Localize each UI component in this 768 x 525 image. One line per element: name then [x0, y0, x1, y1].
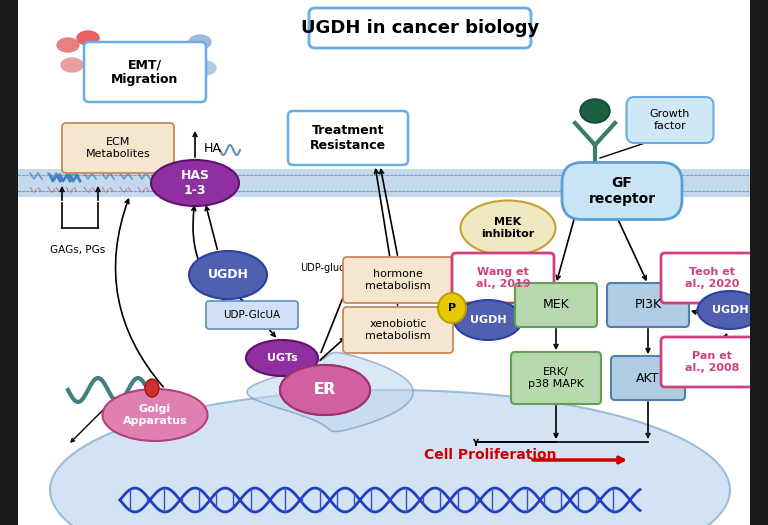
Text: UGDH in cancer biology: UGDH in cancer biology — [301, 19, 539, 37]
Bar — [18, 169, 750, 197]
FancyBboxPatch shape — [84, 42, 206, 102]
Text: EMT/
Migration: EMT/ Migration — [111, 58, 179, 86]
FancyBboxPatch shape — [611, 356, 685, 400]
FancyBboxPatch shape — [343, 307, 453, 353]
FancyBboxPatch shape — [515, 283, 597, 327]
Bar — [0, 0, 18, 525]
FancyBboxPatch shape — [343, 257, 453, 303]
Text: HA: HA — [204, 142, 222, 154]
Ellipse shape — [57, 38, 79, 52]
Ellipse shape — [438, 293, 466, 323]
Text: UGDH: UGDH — [470, 315, 506, 325]
Text: MEK: MEK — [543, 299, 569, 311]
Text: Teoh et
al., 2020: Teoh et al., 2020 — [685, 267, 739, 289]
Ellipse shape — [102, 389, 207, 441]
Text: GF
receptor: GF receptor — [588, 176, 656, 206]
FancyBboxPatch shape — [452, 253, 554, 303]
Ellipse shape — [174, 51, 196, 65]
Text: Pan et
al., 2008: Pan et al., 2008 — [685, 351, 739, 373]
Ellipse shape — [280, 365, 370, 415]
Ellipse shape — [61, 58, 83, 72]
Text: ECM
Metabolites: ECM Metabolites — [85, 137, 151, 159]
Ellipse shape — [580, 99, 610, 123]
Bar — [750, 0, 768, 525]
Text: MEK
inhibitor: MEK inhibitor — [482, 217, 535, 239]
FancyBboxPatch shape — [661, 253, 763, 303]
Text: HAS
1-3: HAS 1-3 — [180, 169, 210, 197]
Ellipse shape — [246, 340, 318, 376]
FancyBboxPatch shape — [511, 352, 601, 404]
Ellipse shape — [189, 251, 267, 299]
Text: Cell Proliferation: Cell Proliferation — [424, 448, 556, 462]
Ellipse shape — [77, 31, 99, 45]
FancyBboxPatch shape — [309, 8, 531, 48]
Ellipse shape — [189, 35, 211, 49]
FancyBboxPatch shape — [288, 111, 408, 165]
Polygon shape — [247, 352, 413, 432]
Text: AKT: AKT — [637, 372, 660, 384]
FancyBboxPatch shape — [562, 163, 682, 219]
Ellipse shape — [194, 61, 216, 75]
Text: UGTs: UGTs — [266, 353, 297, 363]
Text: PI3K: PI3K — [634, 299, 661, 311]
Ellipse shape — [697, 291, 763, 329]
Text: UDP-glucose: UDP-glucose — [300, 263, 362, 273]
Ellipse shape — [145, 379, 159, 397]
FancyBboxPatch shape — [206, 301, 298, 329]
FancyBboxPatch shape — [607, 283, 689, 327]
Text: GAGs, PGs: GAGs, PGs — [51, 245, 106, 255]
Text: ERK/
p38 MAPK: ERK/ p38 MAPK — [528, 367, 584, 389]
Text: ER: ER — [314, 383, 336, 397]
Ellipse shape — [461, 201, 555, 256]
Text: hormone
metabolism: hormone metabolism — [366, 269, 431, 291]
FancyBboxPatch shape — [62, 123, 174, 173]
Text: Treatment
Resistance: Treatment Resistance — [310, 124, 386, 152]
Ellipse shape — [280, 365, 370, 415]
Text: UGDH: UGDH — [207, 268, 248, 281]
Text: xenobiotic
metabolism: xenobiotic metabolism — [366, 319, 431, 341]
Ellipse shape — [50, 390, 730, 525]
Text: Wang et
al., 2019: Wang et al., 2019 — [475, 267, 531, 289]
Text: UDP-GlcUA: UDP-GlcUA — [223, 310, 280, 320]
FancyBboxPatch shape — [661, 337, 763, 387]
Ellipse shape — [151, 160, 239, 206]
Text: UGDH: UGDH — [712, 305, 748, 315]
Text: P: P — [448, 303, 456, 313]
Text: Growth
factor: Growth factor — [650, 109, 690, 131]
Text: Golgi
Apparatus: Golgi Apparatus — [123, 404, 187, 426]
FancyBboxPatch shape — [627, 97, 713, 143]
Ellipse shape — [454, 300, 522, 340]
Text: ER: ER — [314, 383, 336, 397]
